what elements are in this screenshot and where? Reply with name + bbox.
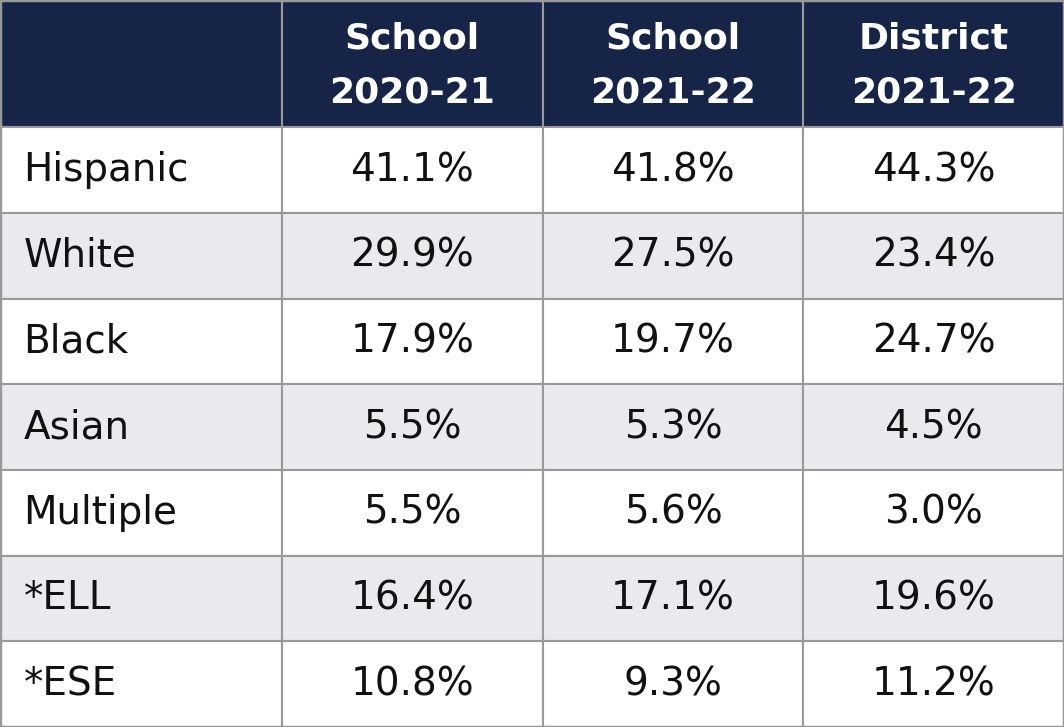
Text: 41.1%: 41.1% <box>350 151 475 189</box>
Text: 29.9%: 29.9% <box>350 237 475 275</box>
Text: 2020-21: 2020-21 <box>330 76 495 110</box>
Text: 9.3%: 9.3% <box>624 665 722 703</box>
Text: 19.6%: 19.6% <box>871 579 996 617</box>
Bar <box>282 127 543 213</box>
Bar <box>543 127 803 213</box>
Bar <box>0 470 282 555</box>
Text: 44.3%: 44.3% <box>871 151 996 189</box>
Text: Black: Black <box>23 323 129 361</box>
Text: District: District <box>859 21 1009 55</box>
Bar <box>0 0 282 127</box>
Text: 16.4%: 16.4% <box>350 579 475 617</box>
Text: 23.4%: 23.4% <box>871 237 996 275</box>
Bar <box>803 127 1064 213</box>
Text: Multiple: Multiple <box>23 494 178 531</box>
Text: 10.8%: 10.8% <box>350 665 475 703</box>
Bar <box>282 555 543 641</box>
Text: 5.6%: 5.6% <box>624 494 722 531</box>
Bar <box>543 299 803 385</box>
Text: *ELL: *ELL <box>23 579 111 617</box>
Bar <box>803 641 1064 727</box>
Bar <box>803 470 1064 555</box>
Bar <box>0 213 282 299</box>
Bar <box>0 299 282 385</box>
Text: School: School <box>345 21 480 55</box>
Bar <box>803 555 1064 641</box>
Text: 3.0%: 3.0% <box>884 494 983 531</box>
Bar <box>803 299 1064 385</box>
Text: 41.8%: 41.8% <box>611 151 735 189</box>
Text: 17.9%: 17.9% <box>350 323 475 361</box>
Text: 5.3%: 5.3% <box>624 408 722 446</box>
Text: 11.2%: 11.2% <box>871 665 996 703</box>
Bar <box>0 385 282 470</box>
Text: Asian: Asian <box>23 408 130 446</box>
Text: School: School <box>605 21 741 55</box>
Bar <box>543 470 803 555</box>
Text: 4.5%: 4.5% <box>884 408 983 446</box>
Text: *ESE: *ESE <box>23 665 117 703</box>
Bar <box>0 555 282 641</box>
Bar <box>282 641 543 727</box>
Bar <box>282 470 543 555</box>
Text: 2021-22: 2021-22 <box>851 76 1016 110</box>
Bar <box>282 213 543 299</box>
Bar <box>0 641 282 727</box>
Bar <box>543 213 803 299</box>
Text: 19.7%: 19.7% <box>611 323 735 361</box>
Bar <box>543 555 803 641</box>
Bar <box>803 213 1064 299</box>
Text: 2021-22: 2021-22 <box>591 76 755 110</box>
Bar <box>543 385 803 470</box>
Bar <box>282 0 543 127</box>
Text: 5.5%: 5.5% <box>363 494 462 531</box>
Text: 24.7%: 24.7% <box>871 323 996 361</box>
Text: 5.5%: 5.5% <box>363 408 462 446</box>
Bar <box>0 127 282 213</box>
Text: 27.5%: 27.5% <box>611 237 735 275</box>
Text: Hispanic: Hispanic <box>23 151 189 189</box>
Text: White: White <box>23 237 136 275</box>
Bar <box>543 641 803 727</box>
Bar <box>803 0 1064 127</box>
Bar <box>282 299 543 385</box>
Bar <box>543 0 803 127</box>
Text: 17.1%: 17.1% <box>611 579 735 617</box>
Bar <box>282 385 543 470</box>
Bar <box>803 385 1064 470</box>
